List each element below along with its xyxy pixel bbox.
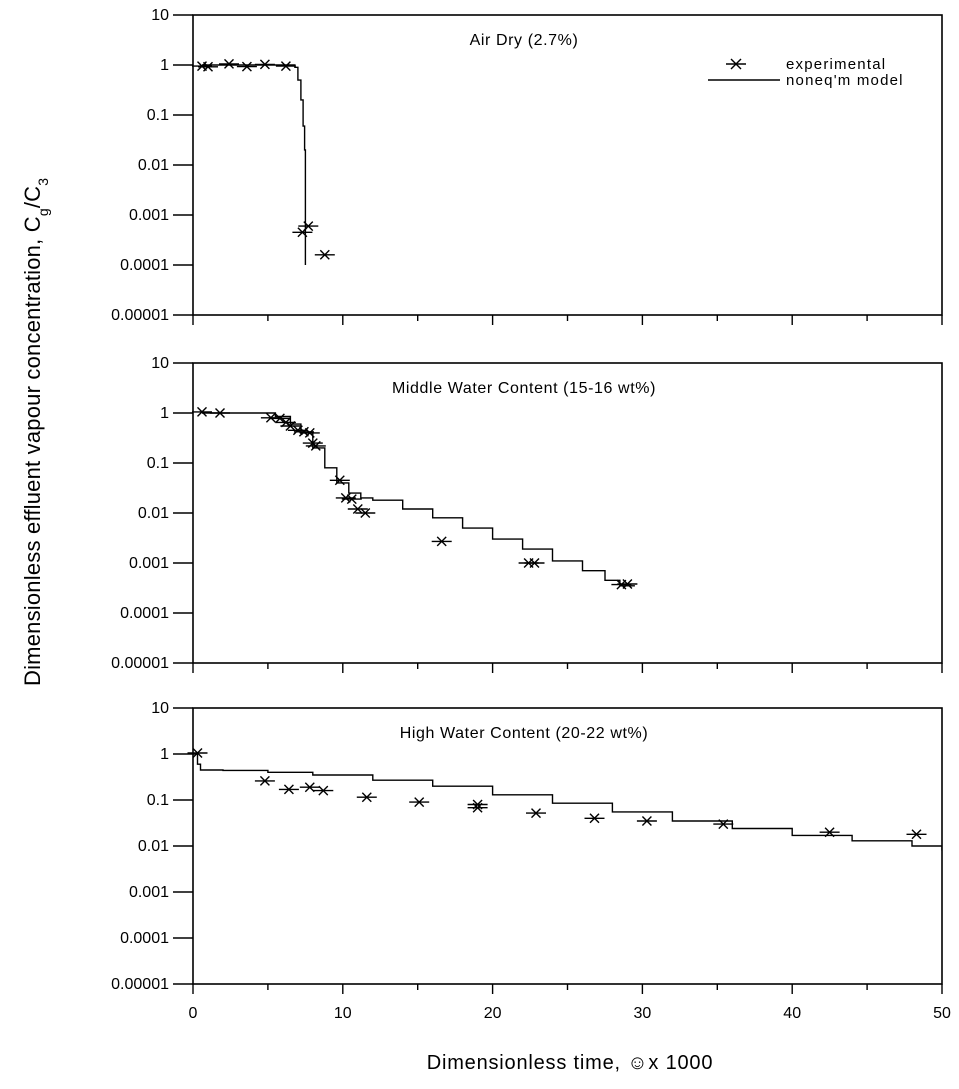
x-tick-label: 20 bbox=[484, 1005, 502, 1022]
data-point bbox=[819, 827, 840, 838]
data-point bbox=[278, 784, 299, 795]
data-point bbox=[329, 475, 350, 486]
data-point bbox=[314, 249, 335, 260]
data-point bbox=[275, 61, 296, 72]
data-point bbox=[355, 508, 376, 518]
x-tick-label: 10 bbox=[334, 1005, 352, 1022]
y-tick-label: 0.00001 bbox=[111, 976, 169, 993]
y-tick-label: 0.0001 bbox=[120, 930, 169, 947]
y-axis-title: Dimensionless effluent vapour concentrat… bbox=[20, 178, 51, 686]
plot-frame bbox=[192, 707, 943, 985]
y-tick-label: 0.0001 bbox=[120, 257, 169, 274]
data-point bbox=[617, 579, 638, 589]
data-point bbox=[254, 775, 275, 786]
panel-title: Air Dry (2.7%) bbox=[470, 32, 579, 49]
legend-label-model: noneq'm model bbox=[786, 72, 904, 89]
data-point bbox=[636, 816, 657, 826]
data-point bbox=[356, 792, 377, 803]
panel-3: 10 1 0.1 0.01 0.001 0.0001 0.00001 0 10 20 30 40 50 H… bbox=[111, 700, 951, 1022]
x-tick-label: 40 bbox=[783, 1005, 801, 1022]
panel-2: 10 1 0.1 0.01 0.001 0.0001 0.00001 Middle Water… bbox=[111, 355, 943, 673]
data-point bbox=[236, 61, 257, 72]
data-point bbox=[305, 440, 326, 451]
y-tick-label: 10 bbox=[151, 7, 169, 24]
y-tick-label: 1 bbox=[160, 57, 169, 74]
model-line bbox=[202, 412, 635, 587]
y-tick-label: 0.1 bbox=[147, 792, 169, 809]
model-line bbox=[193, 753, 942, 851]
data-point bbox=[313, 785, 334, 796]
data-point bbox=[431, 536, 452, 547]
data-point bbox=[192, 406, 212, 417]
data-point bbox=[584, 813, 605, 824]
data-point bbox=[292, 227, 313, 238]
data-point bbox=[187, 748, 208, 758]
data-point bbox=[280, 421, 301, 431]
y-tick-label: 0.00001 bbox=[111, 307, 169, 324]
y-tick-label: 0.1 bbox=[147, 107, 169, 124]
y-tick-label: 1 bbox=[160, 746, 169, 763]
y-tick-label: 0.0001 bbox=[120, 605, 169, 622]
plot-frame bbox=[192, 362, 943, 664]
y-tick-label: 0.001 bbox=[129, 207, 169, 224]
data-point bbox=[467, 802, 488, 813]
data-point bbox=[219, 58, 239, 69]
data-point bbox=[299, 427, 320, 438]
data-point bbox=[198, 61, 218, 72]
data-point bbox=[341, 494, 362, 505]
legend-marker-experimental bbox=[726, 58, 746, 70]
model-line bbox=[202, 64, 307, 265]
x-axis-title: Dimensionless time, ☺x 1000 bbox=[427, 1052, 714, 1074]
data-point bbox=[299, 782, 320, 793]
data-point bbox=[298, 221, 319, 232]
legend-label-experimental: experimental bbox=[786, 56, 886, 73]
y-tick-label: 1 bbox=[160, 405, 169, 422]
panel-title: Middle Water Content (15-16 wt%) bbox=[392, 380, 656, 397]
y-tick-label: 0.001 bbox=[129, 555, 169, 572]
y-tick-label: 0.1 bbox=[147, 455, 169, 472]
y-tick-label: 0.01 bbox=[138, 157, 169, 174]
panel-title: High Water Content (20-22 wt%) bbox=[400, 725, 649, 742]
x-tick-label: 30 bbox=[634, 1005, 652, 1022]
data-point bbox=[713, 819, 734, 830]
data-point bbox=[526, 808, 546, 819]
panel-1: 10 1 0.1 0.01 0.001 0.0001 0.00001 Air Dry (2.7… bbox=[111, 7, 943, 325]
y-tick-label: 10 bbox=[151, 355, 169, 372]
y-tick-label: 0.001 bbox=[129, 884, 169, 901]
y-tick-label: 0.00001 bbox=[111, 655, 169, 672]
y-tick-label: 10 bbox=[151, 700, 169, 717]
data-point bbox=[347, 504, 368, 514]
data-point bbox=[210, 408, 230, 418]
data-point bbox=[409, 797, 430, 808]
data-point bbox=[269, 413, 290, 424]
x-tick-label: 0 bbox=[189, 1005, 198, 1022]
y-tick-label: 0.01 bbox=[138, 505, 169, 522]
data-point bbox=[906, 829, 927, 840]
data-point bbox=[524, 558, 545, 568]
data-point bbox=[254, 59, 275, 70]
y-tick-label: 0.01 bbox=[138, 838, 169, 855]
x-tick-label: 50 bbox=[933, 1005, 951, 1022]
